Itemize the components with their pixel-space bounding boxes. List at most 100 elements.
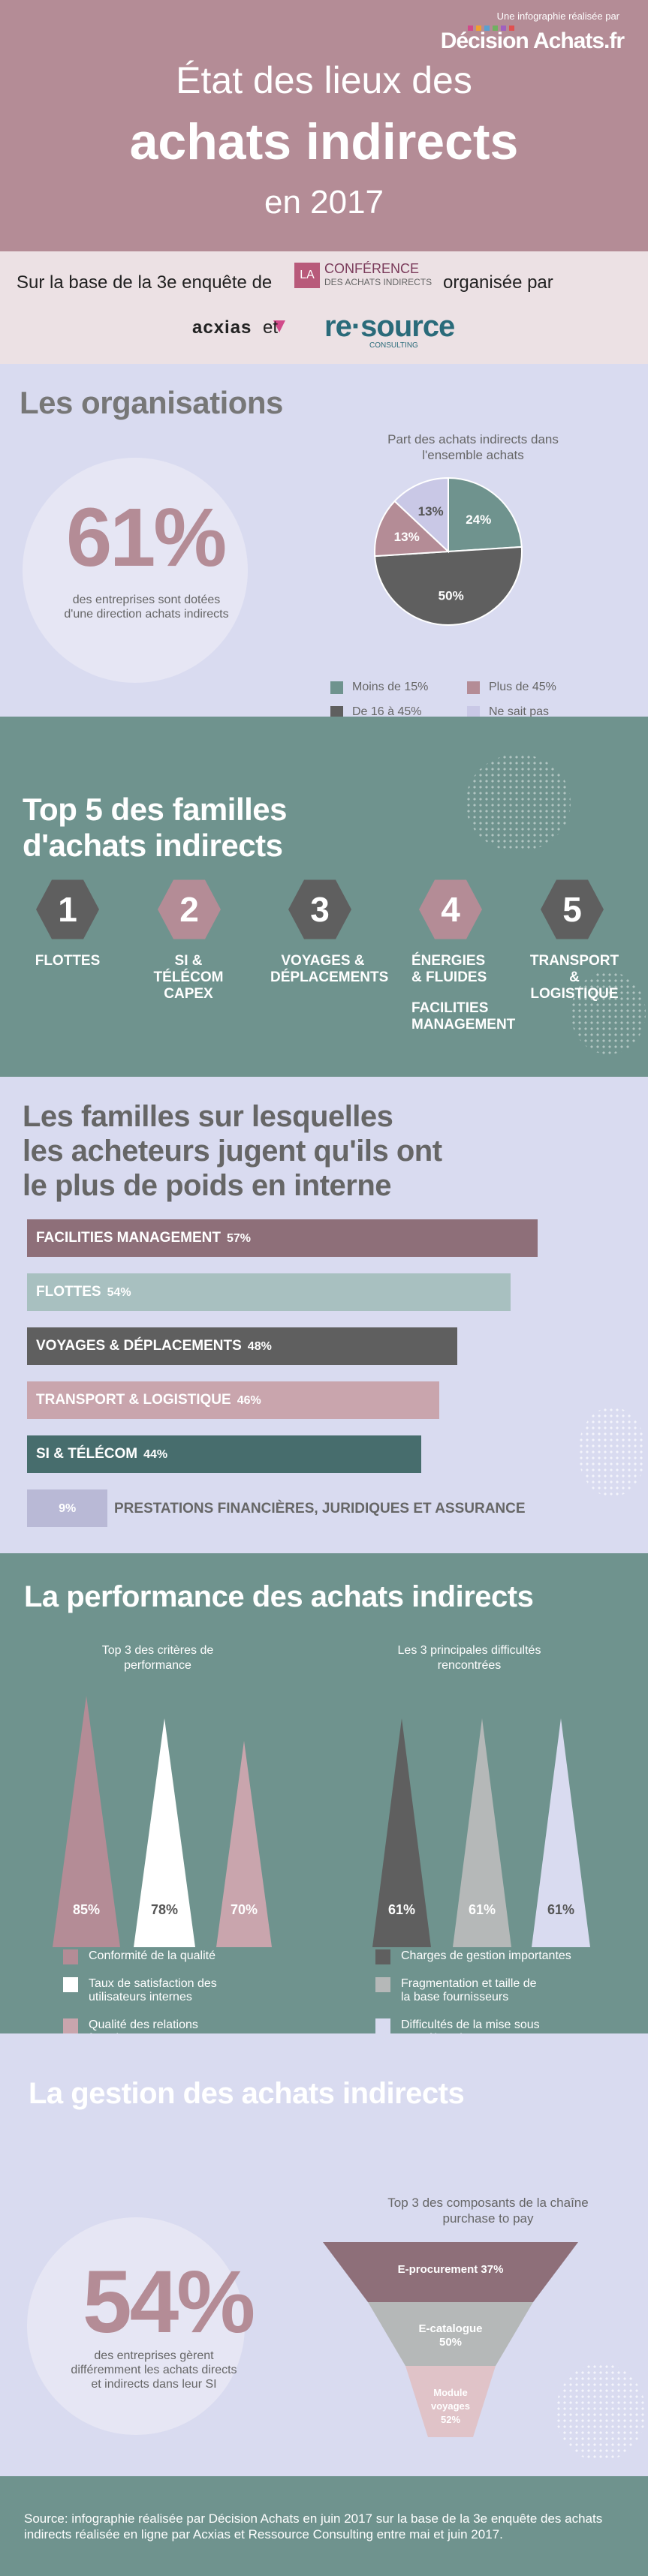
funnel-label: E-catalogue 50% <box>418 2322 483 2349</box>
partners-intro: Sur la base de la 3e enquête de <box>17 272 273 293</box>
section-gestion: La gestion des achats indirects 54% des … <box>0 2033 648 2476</box>
conference-logo-box: LA <box>294 263 320 288</box>
difficulty-legend-item: Charges de gestion importantes <box>375 1949 623 1964</box>
ressource-logo-sub: CONSULTING <box>369 341 418 350</box>
legend-item: Ne sait pas <box>467 705 549 719</box>
section-weight: Les familles sur lesquelles les acheteur… <box>0 1077 648 1553</box>
pie-slice <box>374 500 451 558</box>
page-title-line1: État des lieux des <box>176 59 472 101</box>
pie-slice-label: 50% <box>439 589 464 603</box>
pie-slice <box>448 476 523 553</box>
family-label: VOYAGES & DÉPLACEMENTS <box>270 953 389 985</box>
partners-organized-by: organisée par <box>443 272 553 293</box>
funnel-stage-1 <box>323 2242 578 2302</box>
cone-criteria-2 <box>134 1718 195 1947</box>
dot-pattern-decoration <box>556 2364 646 2461</box>
pie-chart: 24% 50% 13% 13% <box>374 476 523 626</box>
funnel-chart <box>323 2242 578 2437</box>
partners-band: Sur la base de la 3e enquête de LA CONFÉ… <box>0 251 648 364</box>
bar-prestations: 9% <box>27 1489 108 1527</box>
difficulty-value: 61% <box>468 1902 496 1917</box>
rank-hexagon: 4 <box>419 879 482 939</box>
section-performance: La performance des achats indirects Top … <box>0 1553 648 2045</box>
stat-circle <box>27 2217 245 2435</box>
criteria-value: 70% <box>230 1902 258 1917</box>
dot-pattern-decoration <box>466 754 571 852</box>
difficulties-title: Les 3 principales difficultés rencontrée… <box>397 1644 541 1672</box>
family-label: ÉNERGIES & FLUIDES <box>411 953 487 985</box>
rank-hexagon: 5 <box>541 879 604 939</box>
bar-transport: TRANSPORT & LOGISTIQUE 46% <box>27 1381 439 1419</box>
stat-value: 61% <box>66 491 227 584</box>
criteria-value: 85% <box>72 1902 101 1917</box>
difficulty-value: 61% <box>547 1902 575 1917</box>
partners-and: et <box>263 317 279 338</box>
conference-logo: LA CONFÉRENCE DES ACHATS INDIRECTS <box>294 262 432 289</box>
rank-hexagon: 1 <box>36 879 99 939</box>
header-banner: Une infographie réalisée par Décision Ac… <box>0 0 648 251</box>
criteria-legend-item: Taux de satisfaction des utilisateurs in… <box>63 1977 243 2004</box>
brand-logo[interactable]: Décision Achats.fr <box>440 29 625 53</box>
section-organisations: Les organisations 61% des entreprises so… <box>0 364 648 719</box>
criteria-value: 78% <box>150 1902 179 1917</box>
conference-sub: DES ACHATS INDIRECTS <box>324 277 433 287</box>
legend-item: De 16 à 45% <box>330 705 422 719</box>
bar-si-telecom: SI & TÉLÉCOM 44% <box>27 1435 421 1473</box>
ressource-logo: re·source <box>324 310 455 343</box>
section-title: Les organisations <box>20 385 283 420</box>
page-title-line2: achats indirects <box>129 113 519 170</box>
cone-difficulty-2 <box>453 1718 511 1947</box>
cone-criteria-1 <box>53 1696 120 1947</box>
source-note: Source: infographie réalisée par Décisio… <box>24 2511 603 2541</box>
bar-voyages: VOYAGES & DÉPLACEMENTS 48% <box>27 1327 457 1365</box>
footer: Source: infographie réalisée par Décisio… <box>0 2476 648 2576</box>
dot-pattern-decoration <box>571 972 646 1054</box>
funnel-label: Module voyages 52% <box>430 2387 471 2425</box>
legend-swatch <box>467 681 480 694</box>
section-title: La gestion des achats indirects <box>29 2077 465 2110</box>
pie-slice-label: 13% <box>394 530 420 544</box>
funnel-stage-3 <box>405 2366 496 2437</box>
difficulty-value: 61% <box>387 1902 416 1917</box>
family-label: FLOTTES <box>35 953 101 969</box>
pie-slice-label: 13% <box>418 504 444 519</box>
family-label-secondary: FACILITIES MANAGEMENT <box>411 1000 516 1033</box>
rank-hexagon: 2 <box>158 879 221 939</box>
stat-circle <box>23 458 248 683</box>
section-title: Les familles sur lesquelles les acheteur… <box>23 1100 442 1202</box>
legend-swatch <box>467 705 480 719</box>
bar-facilities: FACILITIES MANAGEMENT 57% <box>27 1219 538 1257</box>
dot-pattern-decoration <box>578 1407 646 1497</box>
criteria-legend-item: Conformité de la qualité <box>63 1949 311 1964</box>
pie-slice-label: 24% <box>466 512 491 527</box>
page-title-line3: en 2017 <box>264 184 384 221</box>
brand-dots-decoration <box>468 21 535 31</box>
funnel-stage-2 <box>368 2302 533 2366</box>
legend-swatch <box>330 705 343 719</box>
legend-item: Plus de 45% <box>467 681 556 694</box>
cone-criteria-3 <box>216 1741 272 1947</box>
stat-value: 54% <box>83 2253 255 2352</box>
funnel-title: Top 3 des composants de la chaîne purcha… <box>387 2196 589 2226</box>
acxias-logo: acxias <box>192 317 252 338</box>
funnel-label: E-procurement 37% <box>397 2263 504 2276</box>
brand-tagline: Une infographie réalisée par <box>496 11 619 22</box>
bar-prestations-label: PRESTATIONS FINANCIÈRES, JURIDIQUES ET A… <box>114 1501 526 1516</box>
cone-difficulty-1 <box>372 1718 431 1947</box>
family-label: SI & TÉLÉCOM CAPEX <box>153 953 224 1002</box>
conference-name: CONFÉRENCE <box>324 261 420 276</box>
criteria-title: Top 3 des critères de performance <box>101 1644 214 1672</box>
section-title: La performance des achats indirects <box>24 1580 534 1613</box>
legend-item: Moins de 15% <box>330 681 428 694</box>
section-title: Top 5 des familles d'achats indirects <box>23 792 288 863</box>
family-label: TRANSPORT & LOGISTIQUE <box>529 953 619 1002</box>
pie-title: Part des achats indirects dans l'ensembl… <box>387 432 559 462</box>
legend-swatch <box>330 681 343 694</box>
stat-description: des entreprises sont dotées d'une direct… <box>64 594 229 621</box>
cone-difficulty-3 <box>532 1718 590 1947</box>
section-top5: Top 5 des familles d'achats indirects 1 … <box>0 717 648 1077</box>
pie-slice <box>374 546 523 626</box>
difficulty-legend-item: Fragmentation et taille de la base fourn… <box>375 1977 548 2004</box>
bar-flottes: FLOTTES 54% <box>27 1273 511 1311</box>
pie-slice <box>393 476 449 554</box>
